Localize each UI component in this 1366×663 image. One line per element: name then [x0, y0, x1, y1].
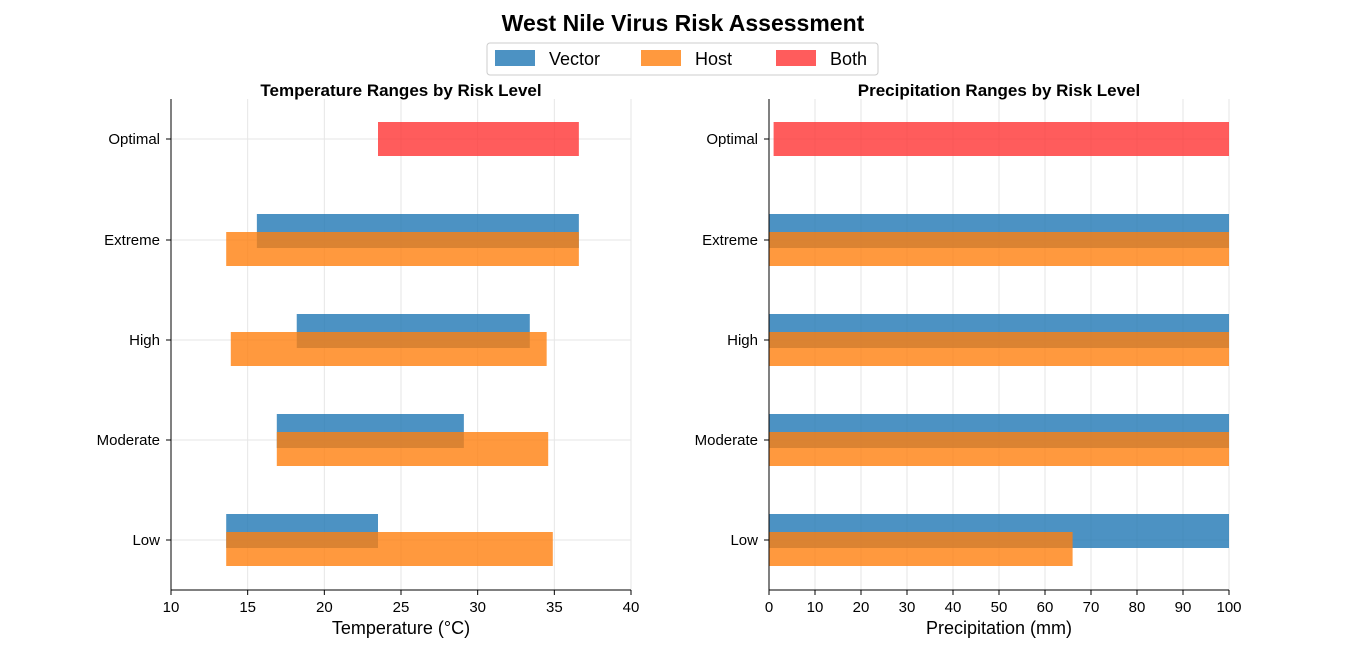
temperature-bar-both-optimal [378, 122, 579, 156]
precipitation-bar-both-optimal [773, 122, 1229, 156]
precipitation-xtick-label: 80 [1129, 599, 1146, 616]
temperature-ytick-label-high: High [129, 332, 160, 349]
precipitation-xtick-label: 0 [765, 599, 773, 616]
temperature-ytick-label-moderate: Moderate [97, 432, 160, 449]
temperature-bar-host-moderate [276, 432, 549, 466]
precipitation-panel: 0 10 20 30 40 50 60 70 80 90 100 Low Moderate High Ext… [695, 81, 1242, 638]
temperature-ytick-label-optimal: Optimal [108, 131, 160, 148]
precipitation-bar-host-high [769, 332, 1229, 366]
temperature-xlabel: Temperature (°C) [332, 618, 470, 638]
precipitation-ytick-label-moderate: Moderate [695, 432, 758, 449]
figure-title: West Nile Virus Risk Assessment [502, 10, 865, 36]
temperature-xtick-label: 40 [623, 599, 640, 616]
legend-frame [486, 42, 879, 76]
legend-swatch-vector [495, 50, 535, 66]
legend-swatch-both [776, 50, 816, 66]
temperature-ytick-label-low: Low [132, 532, 160, 549]
precipitation-bar-host-moderate [769, 432, 1229, 466]
temperature-xtick-label: 30 [469, 599, 486, 616]
precipitation-xtick-label: 40 [945, 599, 962, 616]
temperature-bar-host-high [230, 332, 547, 366]
precipitation-ytick-label-high: High [727, 332, 758, 349]
temperature-bar-host-extreme [226, 232, 579, 266]
precipitation-xtick-label: 100 [1216, 599, 1241, 616]
precipitation-bar-host-extreme [769, 232, 1229, 266]
precipitation-ytick-label-extreme: Extreme [702, 232, 758, 249]
temperature-xtick-label: 25 [393, 599, 410, 616]
temperature-xtick-label: 15 [239, 599, 256, 616]
legend-label-host: Host [695, 49, 732, 69]
legend-label-both: Both [830, 49, 867, 69]
temperature-xtick-label: 10 [163, 599, 180, 616]
precipitation-xtick-label: 10 [807, 599, 824, 616]
temperature-panel: 10 15 20 25 30 35 40 Low Moderate High Extreme Opti… [97, 81, 640, 638]
temperature-bar-host-low [226, 532, 553, 566]
temperature-xtick-label: 35 [546, 599, 563, 616]
temperature-subplot-title: Temperature Ranges by Risk Level [260, 81, 541, 100]
precipitation-xtick-label: 20 [853, 599, 870, 616]
precipitation-xlabel: Precipitation (mm) [926, 618, 1072, 638]
precipitation-subplot-title: Precipitation Ranges by Risk Level [858, 81, 1140, 100]
legend-swatch-host [641, 50, 681, 66]
temperature-xtick-label: 20 [316, 599, 333, 616]
precipitation-xtick-label: 70 [1083, 599, 1100, 616]
precipitation-bar-host-low [769, 532, 1073, 566]
precipitation-xtick-label: 60 [1037, 599, 1054, 616]
precipitation-xtick-label: 50 [991, 599, 1008, 616]
precipitation-ytick-label-low: Low [730, 532, 758, 549]
legend-label-vector: Vector [549, 49, 600, 69]
precipitation-xtick-label: 30 [899, 599, 916, 616]
legend: Vector Host Both [486, 42, 879, 76]
precipitation-ytick-label-optimal: Optimal [706, 131, 758, 148]
precipitation-xtick-label: 90 [1175, 599, 1192, 616]
temperature-ytick-label-extreme: Extreme [104, 232, 160, 249]
